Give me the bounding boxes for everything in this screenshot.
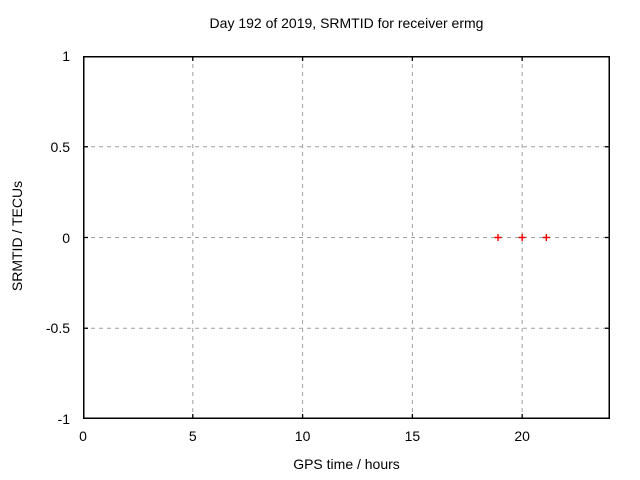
x-tick-label: 15 (404, 428, 421, 444)
x-tick-label: 0 (79, 428, 87, 444)
x-axis-label: GPS time / hours (293, 456, 400, 472)
data-point-marker (518, 234, 526, 241)
plot-border (83, 56, 610, 419)
y-tick-label: 0 (62, 229, 70, 246)
y-tick-label: -1 (57, 411, 70, 427)
plot-area (83, 56, 610, 419)
data-point-marker (494, 234, 502, 241)
y-tick-label: -0.5 (45, 320, 70, 337)
y-tick-label: 1 (62, 48, 70, 64)
chart-title: Day 192 of 2019, SRMTID for receiver erm… (209, 15, 484, 31)
x-tick-label: 10 (294, 428, 311, 444)
data-point-marker (542, 234, 550, 241)
y-tick-label: 0.5 (50, 138, 70, 155)
x-tick-label: 20 (514, 428, 530, 444)
x-tick-label: 5 (188, 428, 197, 444)
